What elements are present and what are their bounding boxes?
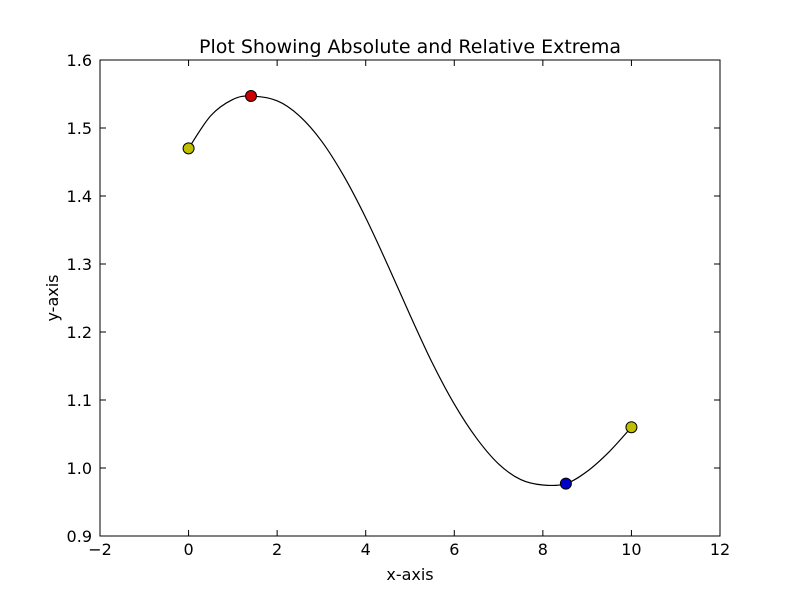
extrema-point (625, 421, 638, 434)
y-tick-label: 0.9 (67, 527, 92, 546)
x-tick-label: 8 (538, 540, 548, 559)
plot-area (99, 59, 721, 537)
x-tick-label: −2 (88, 540, 112, 559)
x-tick-label: 10 (621, 540, 641, 559)
x-axis-label: x-axis (386, 565, 433, 584)
extrema-point (245, 90, 258, 103)
y-tick-label: 1.5 (67, 119, 92, 138)
plot-frame (99, 59, 721, 537)
y-axis-label: y-axis (43, 274, 62, 321)
x-axis-ticks: −2 0 2 4 6 8 10 12 (88, 60, 730, 559)
chart-title: Plot Showing Absolute and Relative Extre… (199, 36, 621, 58)
series-line (188, 95, 632, 487)
y-tick-label: 1.3 (67, 255, 92, 274)
extrema-point (559, 477, 572, 490)
y-tick-label: 1.6 (67, 51, 92, 70)
y-tick-label: 1.2 (67, 323, 92, 342)
x-tick-label: 6 (449, 540, 459, 559)
y-tick-label: 1.0 (67, 459, 92, 478)
y-tick-label: 1.4 (67, 187, 92, 206)
y-axis-ticks: 0.9 1.0 1.1 1.2 1.3 1.4 1.5 1.6 (67, 51, 720, 546)
y-tick-label: 1.1 (67, 391, 92, 410)
x-tick-label: 0 (183, 540, 193, 559)
x-tick-label: 12 (710, 540, 730, 559)
extrema-point (182, 142, 195, 155)
x-tick-label: 4 (361, 540, 371, 559)
x-tick-label: 2 (272, 540, 282, 559)
